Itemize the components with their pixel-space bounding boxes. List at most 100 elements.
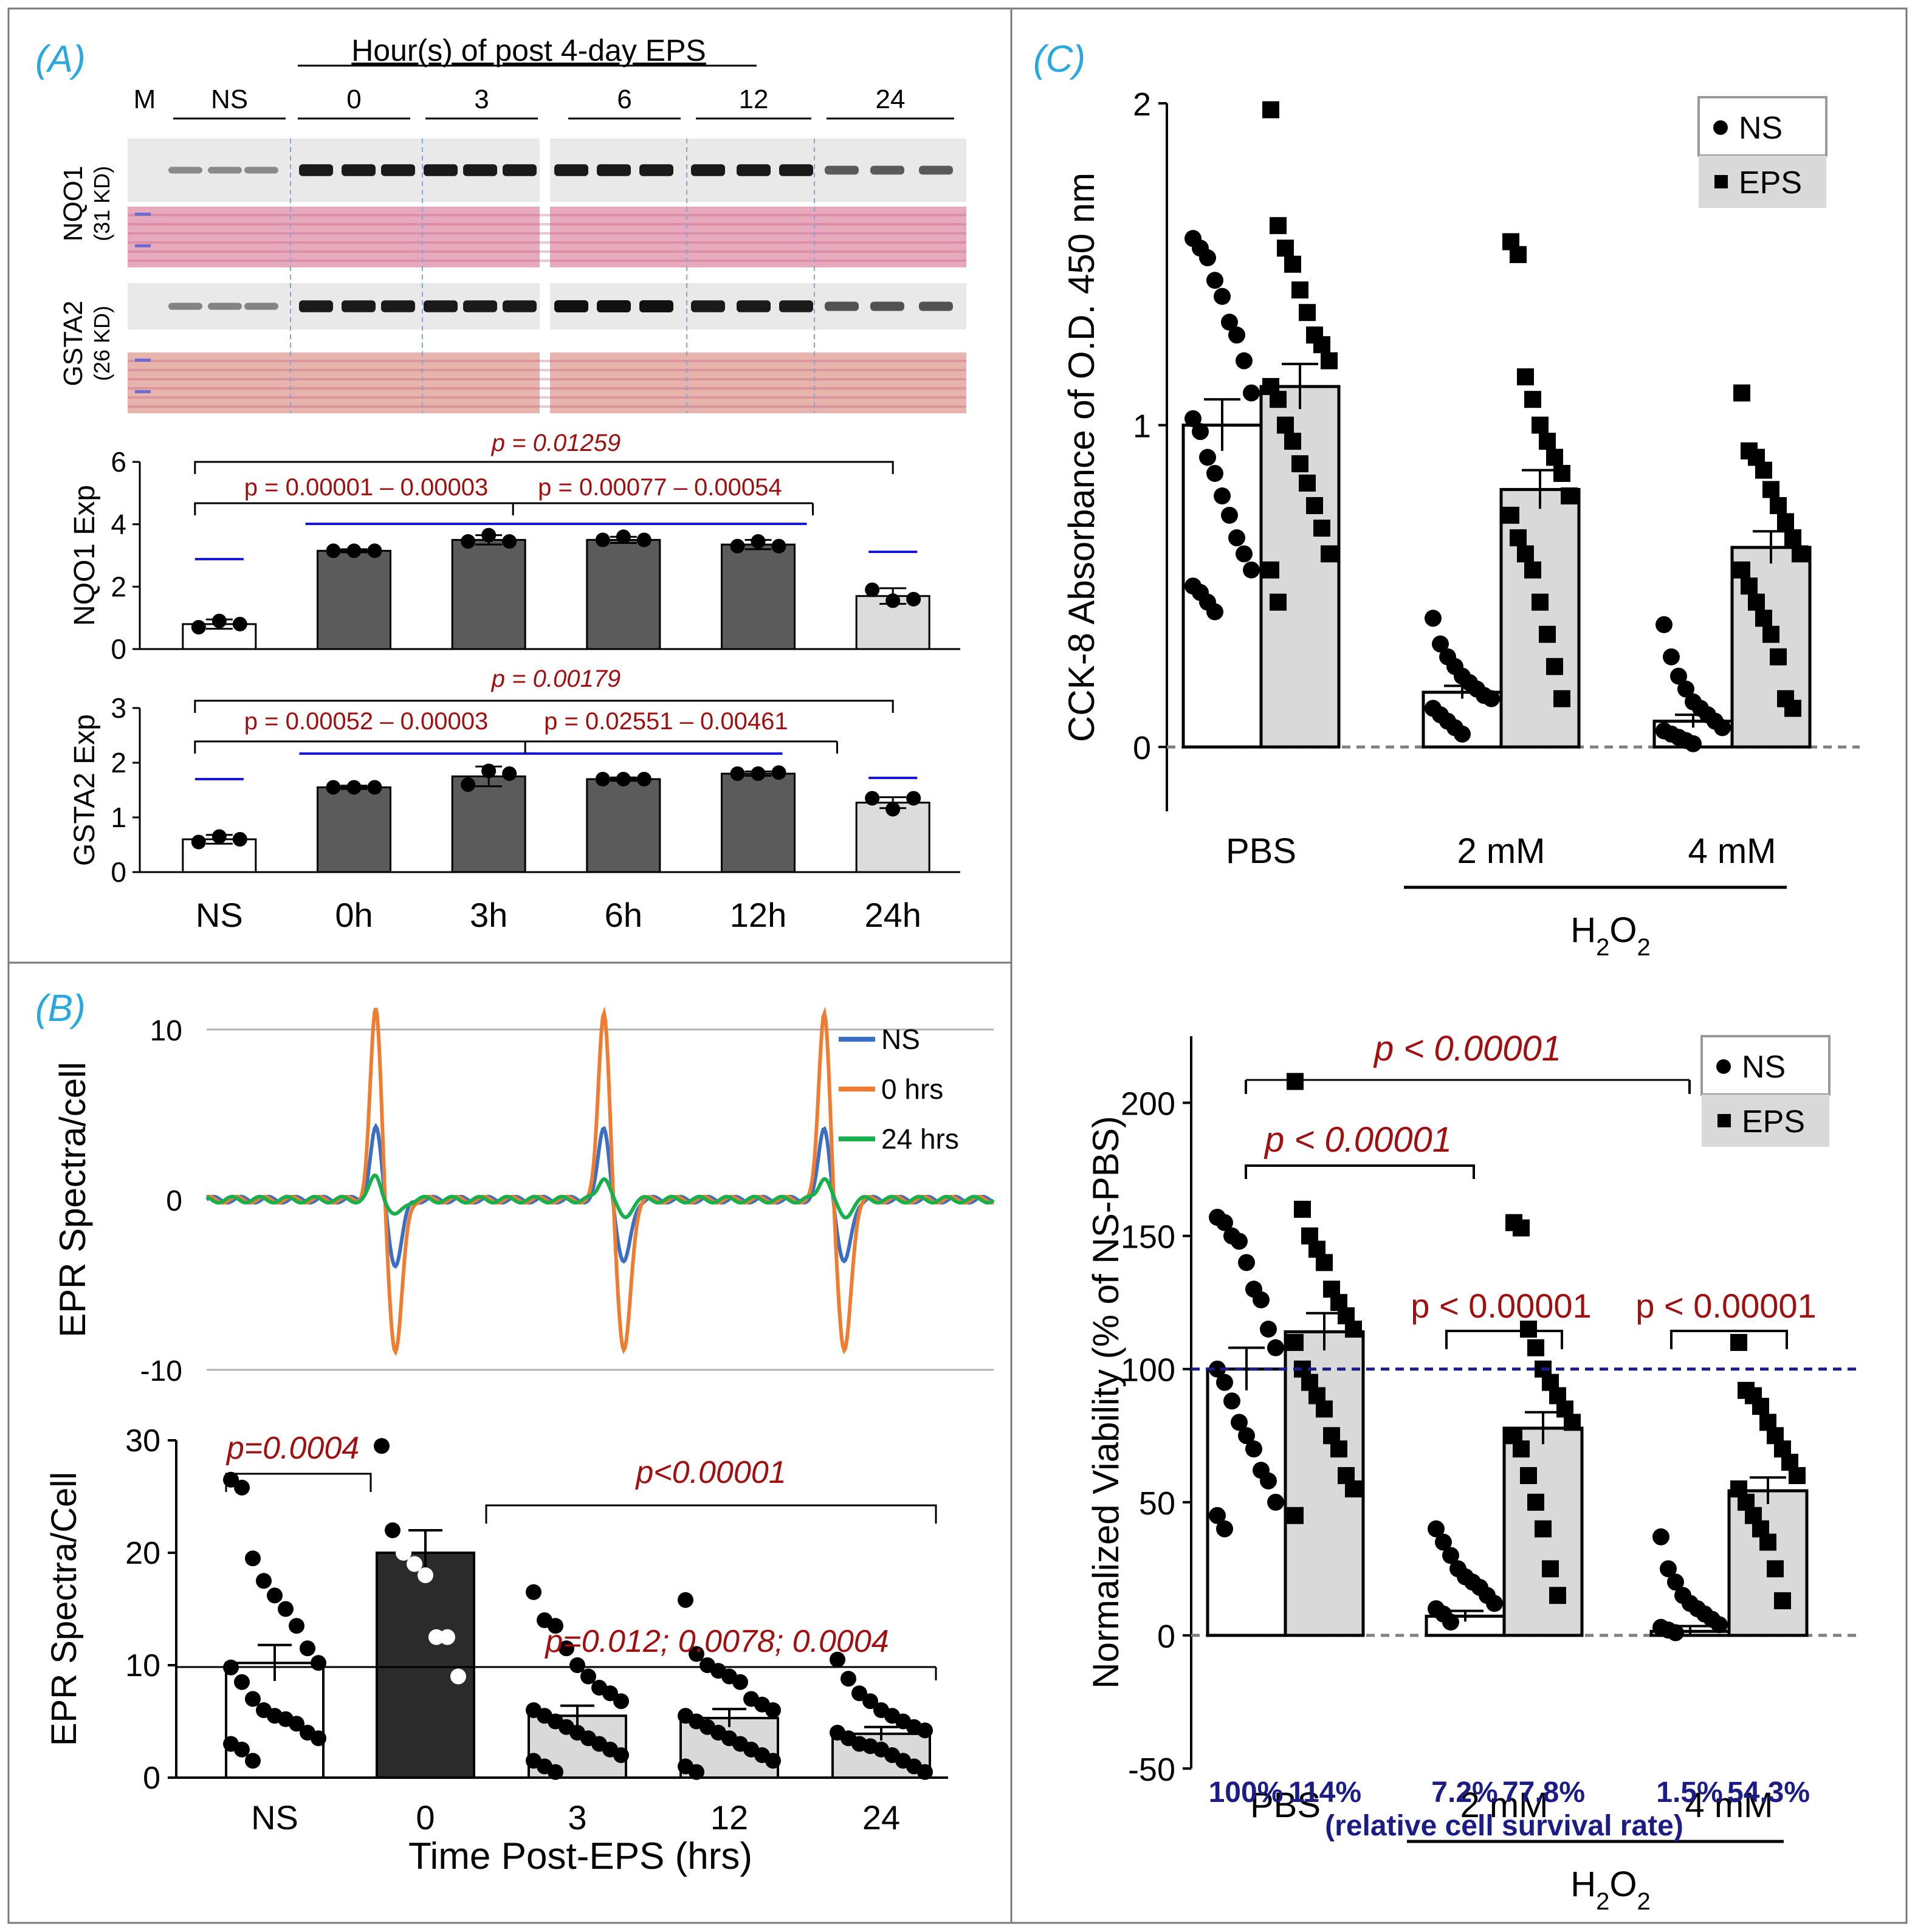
data-point: [1539, 625, 1556, 643]
data-point: [1345, 1480, 1362, 1497]
data-point: [1435, 1533, 1452, 1551]
protein-band: [244, 303, 278, 310]
data-point: [1287, 1073, 1304, 1090]
blot-group-label: 6: [617, 84, 631, 114]
data-point: [1741, 577, 1758, 595]
protein-band: [424, 300, 458, 312]
data-point: [211, 829, 227, 844]
data-point: [1192, 423, 1209, 441]
data-point: [1527, 1493, 1544, 1511]
protein-band: [381, 300, 415, 312]
data-point: [232, 832, 247, 847]
data-point: [1513, 1219, 1530, 1237]
protein-band: [870, 301, 904, 311]
data-point: [481, 528, 497, 543]
data-point: [689, 1764, 704, 1780]
bar: [586, 538, 661, 650]
data-point: [1774, 1592, 1791, 1609]
protein-band: [779, 164, 813, 176]
protein-band: [639, 164, 673, 176]
legend-label: NS: [881, 1023, 920, 1055]
data-point: [256, 1573, 272, 1589]
data-point: [502, 766, 517, 781]
legend-label: NS: [1742, 1050, 1786, 1085]
protein-band: [168, 167, 202, 174]
data-point: [1767, 1560, 1784, 1578]
data-point: [689, 1646, 704, 1662]
blot-strips: [128, 139, 966, 413]
data-point: [526, 1584, 541, 1600]
data-point: [1221, 506, 1238, 524]
data-point: [851, 1685, 867, 1702]
data-point: [1784, 529, 1801, 546]
data-point: [613, 1747, 629, 1763]
data-point: [1299, 474, 1316, 492]
protein-band: [424, 164, 458, 176]
data-point: [730, 766, 745, 781]
bar: [1499, 487, 1581, 749]
data-point: [1306, 497, 1323, 514]
ponceau-band: [128, 405, 966, 408]
protein-band: [342, 300, 376, 312]
data-point: [1316, 1400, 1333, 1418]
spectrum-line-NS: [205, 1122, 995, 1269]
x-tick-label: 24h: [864, 896, 921, 934]
data-point: [1770, 648, 1787, 665]
data-point: [234, 1674, 250, 1690]
data-point: [385, 1522, 401, 1538]
data-point: [1792, 545, 1809, 563]
h2o2-o: O: [1609, 1865, 1637, 1904]
data-point: [1428, 1520, 1445, 1538]
survival-label: 77.8%: [1502, 1776, 1585, 1809]
blot-header: Hour(s) of post 4-day EPS: [351, 33, 706, 67]
data-point: [678, 1592, 693, 1608]
data-point: [1214, 287, 1231, 305]
data-point: [245, 1550, 261, 1567]
data-point: [1532, 416, 1549, 434]
p-bracket: [1670, 1330, 1788, 1349]
data-point: [1277, 239, 1294, 257]
data-point: [428, 1629, 444, 1645]
data-point: [1733, 561, 1750, 579]
data-point: [1442, 1614, 1459, 1631]
data-point: [1759, 1533, 1776, 1551]
p-bracket: [194, 740, 526, 754]
data-point: [1425, 610, 1442, 627]
subscript: 2: [1637, 1888, 1651, 1915]
data-point: [730, 538, 745, 554]
legend-label: EPS: [1742, 1104, 1805, 1140]
p-value: p < 0.00001: [1263, 1120, 1452, 1160]
y-tick-label: 150: [1121, 1219, 1175, 1256]
data-point: [616, 529, 631, 545]
data-point: [481, 763, 497, 779]
p-value: p<0.00001: [634, 1455, 786, 1490]
h2o2-label: H2O2: [1570, 1865, 1651, 1915]
protein-band: [597, 164, 631, 176]
bar: [317, 549, 391, 650]
data-point: [636, 772, 652, 786]
bar: [317, 786, 391, 873]
survival-label: 54.3%: [1727, 1776, 1810, 1809]
y-axis-label: EPR Spectra/Cell: [44, 1472, 84, 1746]
data-point: [1524, 391, 1541, 408]
legend-label: NS: [1739, 111, 1783, 146]
data-point: [1517, 545, 1534, 563]
data-point: [1667, 1624, 1684, 1642]
data-point: [374, 1438, 390, 1454]
data-point: [1184, 410, 1202, 427]
data-point: [1520, 1467, 1537, 1484]
data-point: [1517, 368, 1534, 386]
y-tick-label: 10: [150, 1015, 182, 1047]
data-point: [1549, 1587, 1566, 1604]
panel-label-a: (A): [35, 38, 86, 80]
marker-band: [135, 390, 151, 393]
ponceau-band: [128, 260, 966, 262]
data-point: [311, 1730, 326, 1747]
y-tick-label: 1: [1133, 408, 1151, 445]
data-point: [1733, 384, 1750, 402]
y-tick-label: 4: [111, 509, 126, 540]
data-point: [1287, 1507, 1304, 1524]
data-point: [1527, 1339, 1544, 1356]
